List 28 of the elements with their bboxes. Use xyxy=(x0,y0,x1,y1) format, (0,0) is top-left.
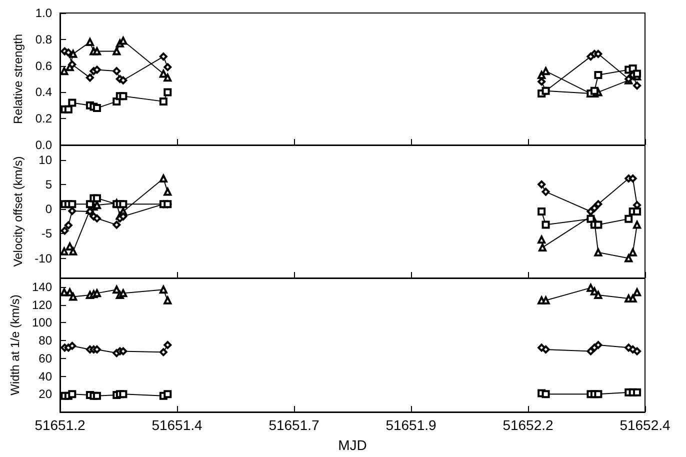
y-tick-label: 0 xyxy=(45,202,52,216)
x-axis-title: MJD xyxy=(338,437,367,453)
y-tick-label: -5 xyxy=(41,226,52,241)
y-tick-label: 60 xyxy=(38,351,52,366)
x-tick-label: 51651.2 xyxy=(34,417,86,433)
y-tick-label: 0.6 xyxy=(35,58,52,73)
y-axis-title: Velocity offset (km/s) xyxy=(10,156,25,267)
x-tick-label: 51652.4 xyxy=(620,417,671,433)
y-axis-title: Width at 1/e (km/s) xyxy=(8,294,22,396)
x-tick-label: 51652.2 xyxy=(502,417,554,433)
x-tick-label: 51651.4 xyxy=(152,417,203,433)
y-tick-label: 40 xyxy=(38,369,52,384)
y-tick-label: 0.2 xyxy=(35,112,52,126)
x-tick-label: 51651.9 xyxy=(386,417,437,433)
y-tick-label: 0.8 xyxy=(35,32,52,46)
y-tick-label: 120 xyxy=(32,298,52,312)
y-tick-label: 20 xyxy=(38,387,52,402)
y-tick-label: -10 xyxy=(34,251,52,266)
y-tick-label: 1.0 xyxy=(35,6,52,20)
y-tick-label: 140 xyxy=(32,280,52,294)
y-tick-label: 80 xyxy=(38,334,52,348)
y-tick-label: 10 xyxy=(38,152,52,167)
y-axis-title: Relative strength xyxy=(11,34,25,124)
y-tick-label: 5 xyxy=(45,177,52,192)
y-tick-label: 0.0 xyxy=(35,138,52,152)
y-tick-label: 0.4 xyxy=(35,85,52,100)
x-tick-label: 51651.7 xyxy=(268,417,320,433)
y-tick-label: 100 xyxy=(32,316,52,330)
